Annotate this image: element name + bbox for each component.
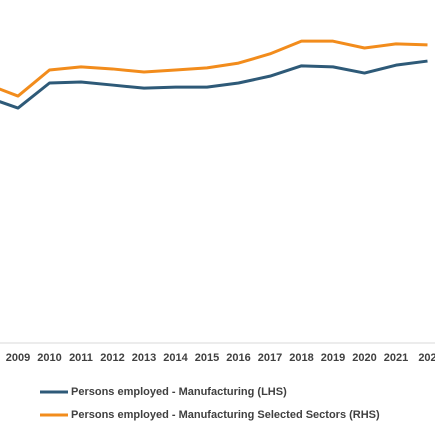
legend-label: Persons employed - Manufacturing (LHS) <box>71 386 287 398</box>
x-tick-label: 202 <box>418 352 435 364</box>
x-tick-label: 2010 <box>37 352 61 364</box>
x-tick-label: 2012 <box>100 352 124 364</box>
x-tick-label: 2019 <box>321 352 345 364</box>
x-tick-label: 2009 <box>6 352 30 364</box>
x-tick-label: 2016 <box>226 352 250 364</box>
x-tick-label: 2018 <box>289 352 313 364</box>
x-tick-label: 2013 <box>132 352 156 364</box>
x-tick-label: 2014 <box>163 352 188 364</box>
x-tick-label: 2020 <box>352 352 376 364</box>
x-tick-label: 2015 <box>195 352 219 364</box>
x-tick-label: 2017 <box>258 352 282 364</box>
legend-label: Persons employed - Manufacturing Selecte… <box>71 409 380 421</box>
series-line <box>0 59 428 110</box>
x-tick-label: 2021 <box>384 352 408 364</box>
x-tick-label: 2011 <box>69 352 93 364</box>
series-line <box>0 39 428 98</box>
